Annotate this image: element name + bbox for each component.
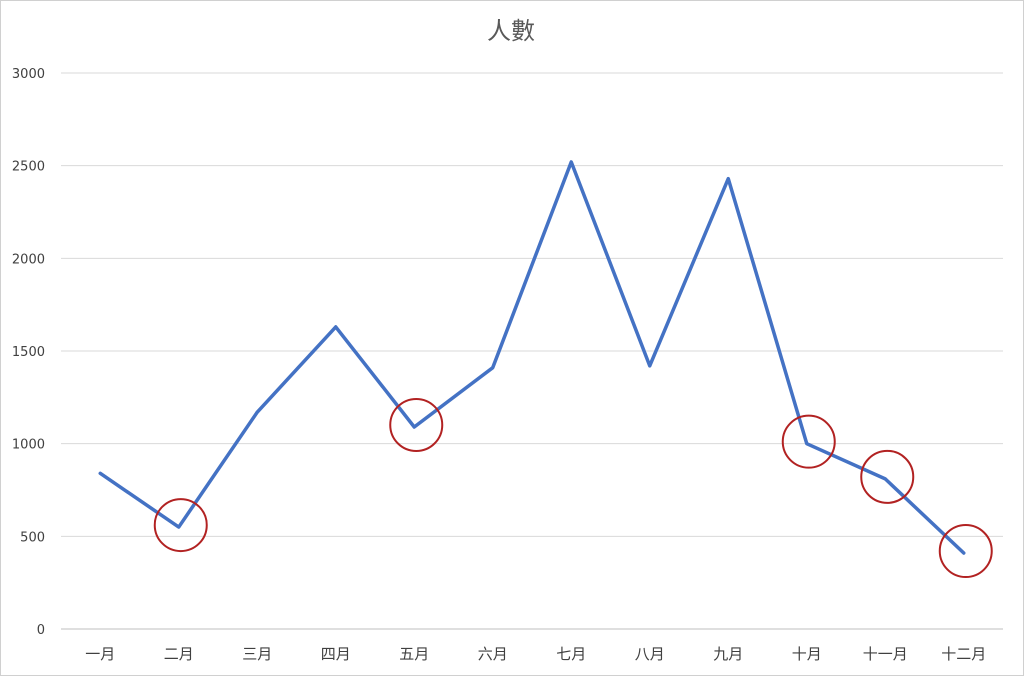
highlight-circle-12: [938, 524, 993, 579]
y-tick-label: 3000: [12, 67, 45, 82]
y-tick-label: 1000: [12, 438, 45, 453]
x-category-label: 五月: [399, 645, 429, 663]
x-category-label: 九月: [713, 645, 743, 663]
y-tick-label: 1500: [12, 345, 45, 360]
x-category-label: 十二月: [941, 645, 986, 663]
annotation-layer: [153, 397, 993, 579]
x-category-label: 六月: [478, 645, 508, 663]
highlight-circle-5: [389, 397, 444, 452]
highlight-circle-2: [153, 498, 208, 553]
y-tick-label: 500: [20, 530, 45, 545]
y-tick-label: 0: [37, 623, 45, 638]
y-tick-label: 2500: [12, 160, 45, 175]
series-layer: [98, 160, 966, 555]
x-category-label: 八月: [635, 645, 665, 663]
x-category-label: 一月: [85, 645, 115, 663]
series-line-0: [98, 160, 966, 555]
x-category-label: 七月: [556, 645, 586, 663]
x-category-label: 十一月: [863, 645, 908, 663]
x-category-label: 四月: [321, 645, 351, 663]
chart-title: 人數: [487, 17, 535, 45]
highlight-circle-10: [781, 414, 836, 469]
y-axis-tick-labels: 0 500 1000 1500 2000 2500 3000: [12, 67, 45, 638]
gridlines: [61, 72, 1003, 630]
y-tick-label: 2000: [12, 252, 45, 267]
x-category-label: 二月: [164, 645, 194, 663]
x-category-label: 三月: [242, 645, 272, 663]
highlight-circle-11: [860, 449, 915, 504]
x-category-label: 十月: [792, 645, 822, 663]
x-axis-category-labels: 一月 二月 三月 四月 五月 六月 七月 八月 九月 十月 十一月 十二月: [85, 645, 986, 663]
